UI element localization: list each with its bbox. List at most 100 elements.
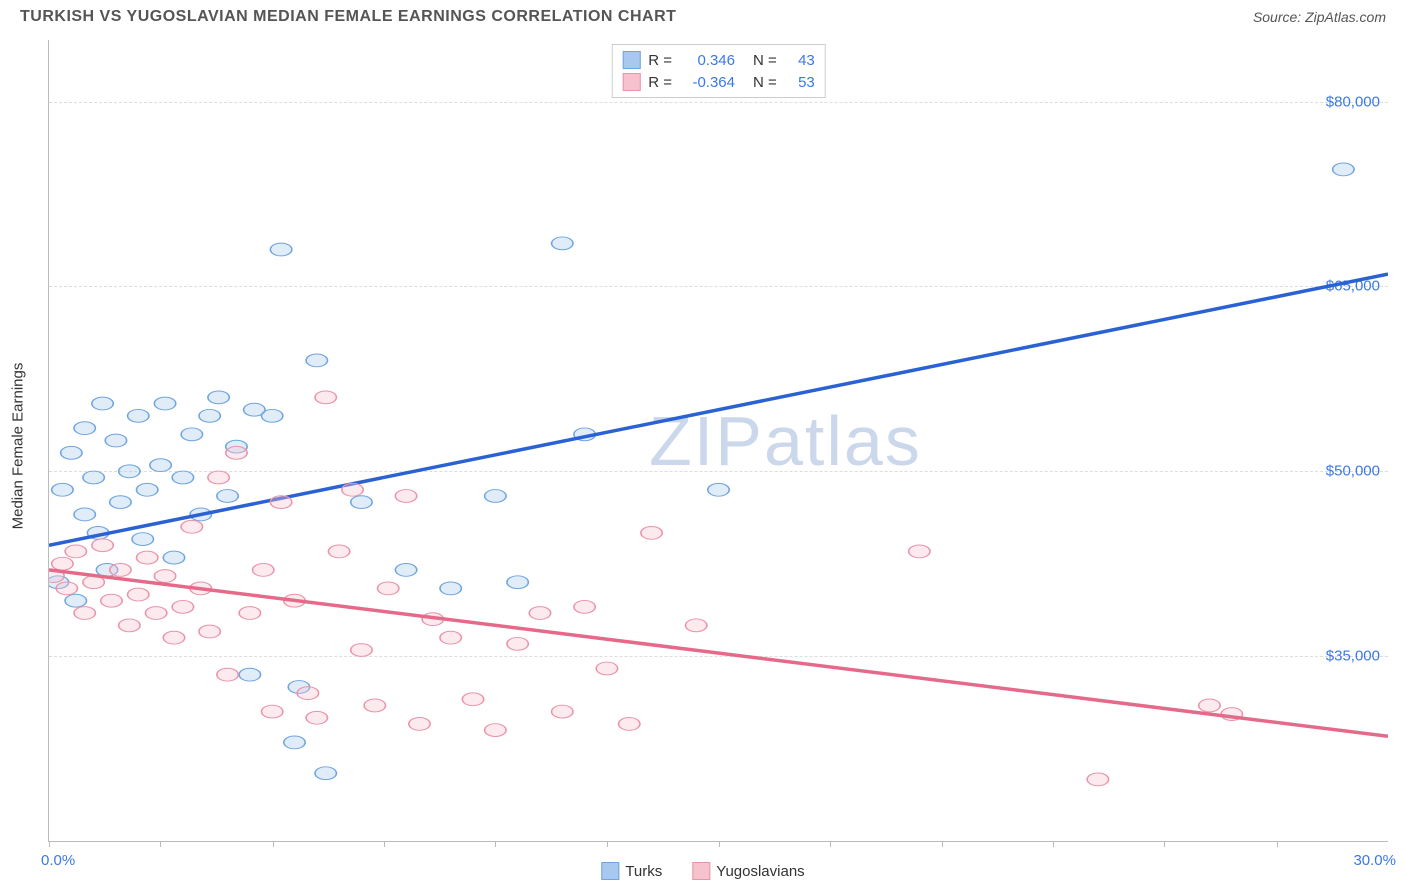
data-point — [641, 527, 662, 540]
data-point — [145, 607, 166, 620]
data-point — [208, 471, 229, 484]
r-label: R = — [648, 74, 672, 91]
data-point — [136, 483, 157, 496]
x-tick — [942, 841, 943, 847]
x-tick — [495, 841, 496, 847]
x-tick — [49, 841, 50, 847]
legend-label: Yugoslavians — [716, 863, 804, 880]
data-point — [110, 563, 131, 576]
data-point — [596, 662, 617, 675]
legend-swatch — [622, 51, 640, 69]
data-point — [65, 594, 86, 607]
data-point — [529, 607, 550, 620]
chart-title: TURKISH VS YUGOSLAVIAN MEDIAN FEMALE EAR… — [20, 8, 676, 26]
data-point — [315, 391, 336, 404]
n-value: 43 — [785, 52, 815, 69]
data-point — [351, 496, 372, 509]
legend-swatch — [692, 862, 710, 880]
n-value: 53 — [785, 74, 815, 91]
data-point — [619, 718, 640, 731]
data-point — [485, 490, 506, 503]
n-label: N = — [753, 74, 777, 91]
data-point — [74, 607, 95, 620]
data-point — [92, 397, 113, 410]
data-point — [364, 699, 385, 712]
data-point — [74, 422, 95, 435]
data-point — [306, 711, 327, 724]
data-point — [909, 545, 930, 558]
data-point — [61, 446, 82, 459]
data-point — [297, 687, 318, 700]
data-point — [270, 243, 291, 256]
data-point — [1333, 163, 1354, 176]
data-point — [440, 582, 461, 595]
data-point — [52, 483, 73, 496]
data-point — [154, 397, 175, 410]
chart-source: Source: ZipAtlas.com — [1253, 9, 1386, 25]
data-point — [217, 490, 238, 503]
data-point — [163, 631, 184, 644]
data-point — [128, 409, 149, 422]
data-point — [65, 545, 86, 558]
data-point — [92, 539, 113, 552]
data-point — [105, 434, 126, 447]
data-point — [574, 600, 595, 613]
legend-item: Yugoslavians — [692, 862, 804, 880]
data-point — [154, 570, 175, 583]
data-point — [485, 724, 506, 737]
n-label: N = — [753, 52, 777, 69]
r-label: R = — [648, 52, 672, 69]
data-point — [150, 459, 171, 472]
x-tick — [830, 841, 831, 847]
data-point — [284, 736, 305, 749]
x-axis-min-label: 0.0% — [41, 852, 75, 869]
r-value: 0.346 — [680, 52, 735, 69]
correlation-legend: R =0.346N =43R =-0.364N =53 — [611, 44, 826, 98]
data-point — [52, 557, 73, 570]
data-point — [128, 588, 149, 601]
data-point — [181, 428, 202, 441]
legend-swatch — [622, 73, 640, 91]
data-point — [172, 600, 193, 613]
data-point — [552, 705, 573, 718]
data-point — [261, 409, 282, 422]
data-point — [306, 354, 327, 367]
data-point — [74, 508, 95, 521]
data-point — [507, 637, 528, 650]
data-point — [136, 551, 157, 564]
data-point — [119, 465, 140, 478]
scatter-svg — [49, 40, 1388, 841]
trend-line — [49, 570, 1388, 736]
data-point — [440, 631, 461, 644]
data-point — [270, 496, 291, 509]
data-point — [552, 237, 573, 250]
x-tick — [384, 841, 385, 847]
legend-swatch — [601, 862, 619, 880]
data-point — [685, 619, 706, 632]
data-point — [226, 446, 247, 459]
data-point — [163, 551, 184, 564]
data-point — [507, 576, 528, 589]
chart-header: TURKISH VS YUGOSLAVIAN MEDIAN FEMALE EAR… — [0, 0, 1406, 30]
x-axis-max-label: 30.0% — [1353, 852, 1396, 869]
data-point — [253, 563, 274, 576]
data-point — [56, 582, 77, 595]
series-legend: Turks Yugoslavians — [601, 862, 804, 880]
y-axis-title: Median Female Earnings — [10, 363, 27, 530]
data-point — [1199, 699, 1220, 712]
legend-label: Turks — [625, 863, 662, 880]
data-point — [110, 496, 131, 509]
data-point — [83, 471, 104, 484]
x-tick — [160, 841, 161, 847]
data-point — [328, 545, 349, 558]
x-tick — [719, 841, 720, 847]
legend-item: Turks — [601, 862, 662, 880]
x-tick — [273, 841, 274, 847]
data-point — [132, 533, 153, 546]
data-point — [462, 693, 483, 706]
data-point — [1087, 773, 1108, 786]
correlation-legend-row: R =-0.364N =53 — [622, 71, 815, 93]
data-point — [199, 625, 220, 638]
data-point — [181, 520, 202, 533]
data-point — [708, 483, 729, 496]
